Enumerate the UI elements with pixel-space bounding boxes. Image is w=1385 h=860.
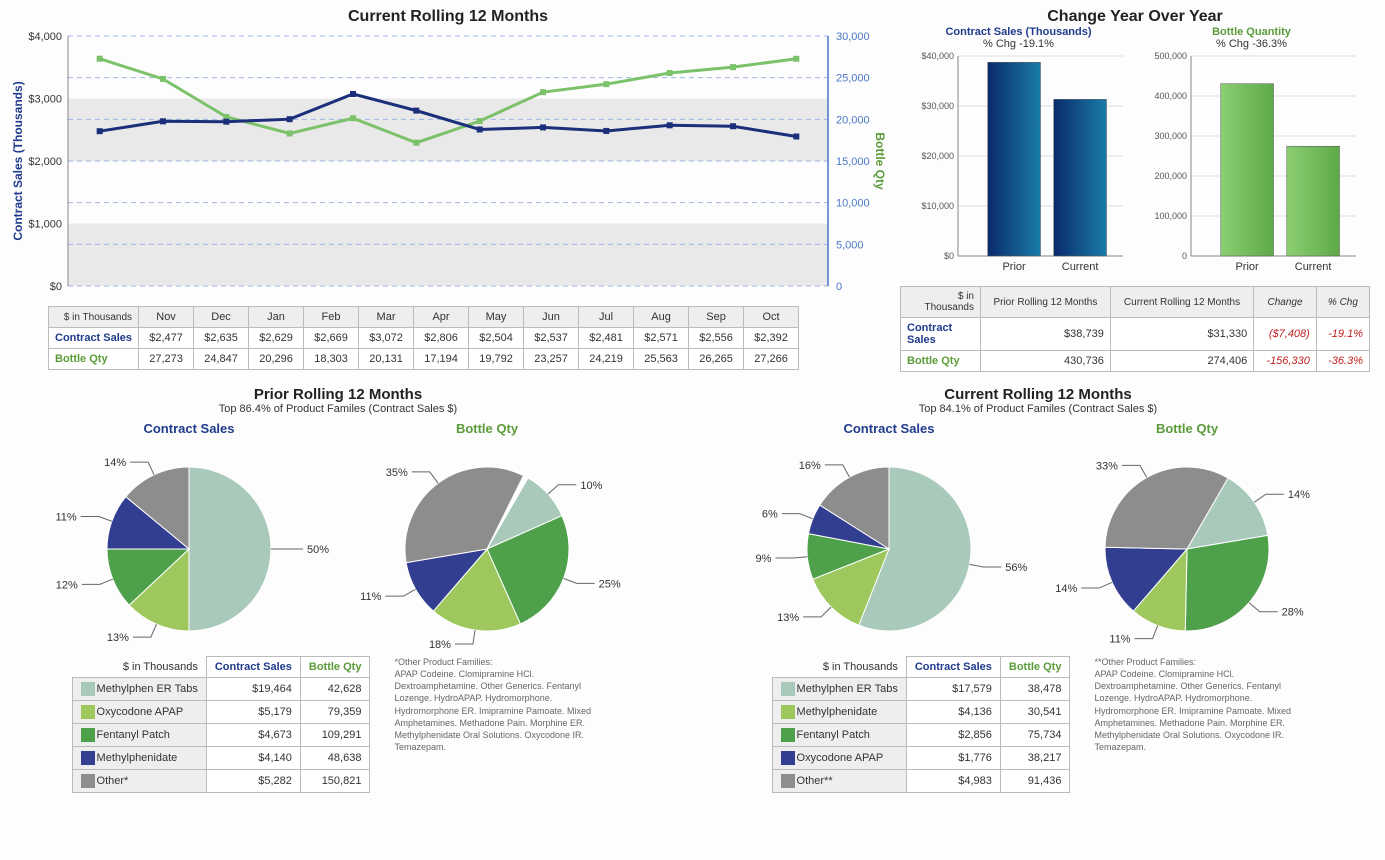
- rolling-chart: 0 5,000 10,000 15,000 20,000 25,000 30,000 $0 $1…: [8, 26, 888, 306]
- svg-text:12%: 12%: [56, 579, 78, 591]
- svg-text:10%: 10%: [580, 480, 602, 492]
- prior-pie-panel: Prior Rolling 12 Months Top 86.4% of Pro…: [8, 386, 668, 793]
- svg-text:200,000: 200,000: [1154, 171, 1187, 181]
- prior-sales-pie: 50% 13% 12% 11% 14%: [49, 440, 329, 650]
- svg-text:500,000: 500,000: [1154, 51, 1187, 61]
- svg-text:50%: 50%: [307, 544, 329, 556]
- svg-text:Current: Current: [1295, 261, 1332, 273]
- prior-pie-title: Prior Rolling 12 Months: [254, 386, 422, 403]
- svg-text:6%: 6%: [762, 509, 778, 521]
- rolling-title: Current Rolling 12 Months: [8, 8, 888, 26]
- bottom-row: Prior Rolling 12 Months Top 86.4% of Pro…: [8, 386, 1377, 793]
- curr-sales-pie-title: Contract Sales: [843, 421, 934, 436]
- yoy-sales-pct: % Chg -19.1%: [983, 38, 1054, 50]
- yoy-qty-pct: % Chg -36.3%: [1216, 38, 1287, 50]
- yoy-panel: Change Year Over Year Contract Sales (Th…: [900, 8, 1370, 372]
- svg-text:11%: 11%: [360, 591, 381, 603]
- svg-text:$40,000: $40,000: [921, 51, 954, 61]
- svg-text:0: 0: [1182, 251, 1187, 261]
- svg-text:11%: 11%: [1109, 634, 1130, 646]
- svg-text:$30,000: $30,000: [921, 101, 954, 111]
- prior-footnote-text: APAP Codeine. Clomipramine HCl. Dextroam…: [394, 669, 591, 752]
- svg-text:Current: Current: [1062, 261, 1099, 273]
- svg-text:14%: 14%: [1288, 489, 1310, 501]
- svg-text:25,000: 25,000: [836, 73, 870, 85]
- svg-text:$0: $0: [944, 251, 954, 261]
- prior-sales-pie-title: Contract Sales: [143, 421, 234, 436]
- prior-qty-pie-title: Bottle Qty: [456, 421, 518, 436]
- svg-text:5,000: 5,000: [836, 239, 864, 251]
- prior-product-table: $ in ThousandsContract SalesBottle QtyMe…: [72, 656, 371, 793]
- svg-text:Bottle Qty: Bottle Qty: [873, 132, 887, 190]
- current-pie-panel: Current Rolling 12 Months Top 84.1% of P…: [708, 386, 1368, 793]
- svg-text:10,000: 10,000: [836, 198, 870, 210]
- svg-text:9%: 9%: [756, 553, 772, 565]
- svg-text:$1,000: $1,000: [28, 219, 62, 231]
- svg-text:$20,000: $20,000: [921, 151, 954, 161]
- curr-pie-sub: Top 84.1% of Product Familes (Contract S…: [919, 403, 1157, 415]
- curr-sales-pie: 56% 13% 9% 6% 16%: [749, 440, 1029, 650]
- svg-text:18%: 18%: [429, 639, 451, 650]
- curr-footnote: **Other Product Families: APAP Codeine. …: [1094, 656, 1304, 753]
- svg-text:Prior: Prior: [1002, 261, 1026, 273]
- prior-footnote-title: *Other Product Families:: [394, 657, 492, 667]
- curr-qty-pie-title: Bottle Qty: [1156, 421, 1218, 436]
- curr-footnote-title: **Other Product Families:: [1094, 657, 1196, 667]
- svg-text:28%: 28%: [1282, 607, 1304, 619]
- svg-text:25%: 25%: [599, 578, 621, 590]
- prior-qty-pie: 10% 25% 18% 11% 35%: [347, 440, 627, 650]
- svg-text:13%: 13%: [107, 632, 129, 644]
- top-row: Current Rolling 12 Months 0 5,000 10,000 15…: [8, 8, 1377, 372]
- svg-text:Prior: Prior: [1235, 261, 1259, 273]
- rolling-table: $ in ThousandsNovDecJanFebMarAprMayJunJu…: [48, 306, 799, 370]
- yoy-qty-chart: 0 100,000 200,000 300,000 400,000 500,000 Prio…: [1139, 50, 1364, 280]
- yoy-sales-title: Contract Sales (Thousands): [945, 26, 1091, 38]
- svg-text:$4,000: $4,000: [28, 31, 62, 43]
- svg-text:15,000: 15,000: [836, 156, 870, 168]
- prior-pie-sub: Top 86.4% of Product Familes (Contract S…: [219, 403, 457, 415]
- prior-footnote: *Other Product Families: APAP Codeine. C…: [394, 656, 604, 753]
- svg-text:13%: 13%: [777, 612, 799, 624]
- svg-text:16%: 16%: [799, 460, 821, 472]
- yoy-title: Change Year Over Year: [900, 8, 1370, 26]
- svg-text:Contract Sales (Thousands): Contract Sales (Thousands): [11, 81, 25, 240]
- yoy-qty-title: Bottle Quantity: [1212, 26, 1291, 38]
- curr-pie-title: Current Rolling 12 Months: [944, 386, 1132, 403]
- svg-text:$0: $0: [50, 281, 62, 293]
- svg-text:14%: 14%: [1055, 583, 1077, 595]
- curr-footnote-text: APAP Codeine. Clomipramine HCl. Dextroam…: [1094, 669, 1291, 752]
- svg-text:$10,000: $10,000: [921, 201, 954, 211]
- rolling-panel: Current Rolling 12 Months 0 5,000 10,000 15…: [8, 8, 888, 372]
- curr-qty-pie: 14% 28% 11% 14% 33%: [1047, 440, 1327, 650]
- svg-text:300,000: 300,000: [1154, 131, 1187, 141]
- svg-text:30,000: 30,000: [836, 31, 870, 43]
- yoy-table: $ in ThousandsPrior Rolling 12 MonthsCur…: [900, 286, 1370, 372]
- svg-text:14%: 14%: [104, 457, 126, 469]
- svg-text:0: 0: [836, 281, 842, 293]
- svg-text:100,000: 100,000: [1154, 211, 1187, 221]
- svg-text:$2,000: $2,000: [28, 156, 62, 168]
- svg-text:11%: 11%: [55, 511, 76, 523]
- svg-text:20,000: 20,000: [836, 114, 870, 126]
- svg-text:400,000: 400,000: [1154, 91, 1187, 101]
- svg-text:$3,000: $3,000: [28, 94, 62, 106]
- svg-text:33%: 33%: [1096, 460, 1118, 472]
- svg-text:35%: 35%: [386, 467, 408, 479]
- yoy-sales-chart: $0 $10,000 $20,000 $30,000 $40,000 Prior Curre…: [906, 50, 1131, 280]
- svg-text:56%: 56%: [1005, 562, 1027, 574]
- curr-product-table: $ in ThousandsContract SalesBottle QtyMe…: [772, 656, 1071, 793]
